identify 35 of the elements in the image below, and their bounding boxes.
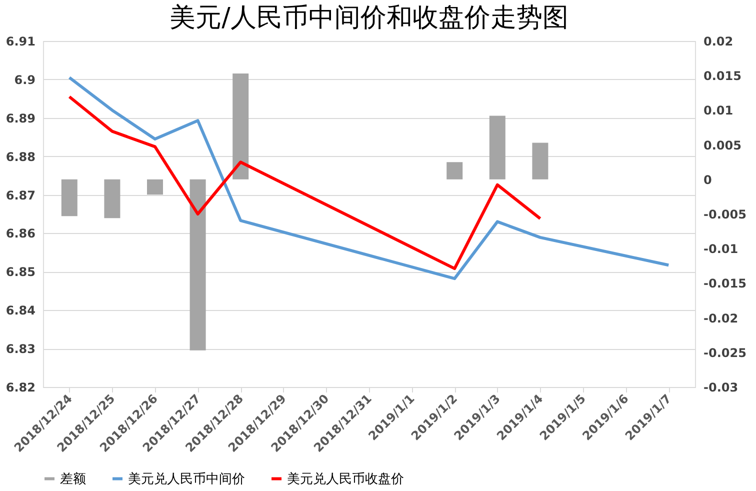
bar [147,179,163,195]
y-tick-label: 6.9 [14,72,36,87]
chart-title: 美元/人民币中间价和收盘价走势图 [170,3,568,33]
y-tick-label: 6.83 [6,342,36,356]
bar [104,179,120,218]
legend-label: 美元兑人民币中间价 [128,470,245,487]
line-series [68,95,542,270]
legend-label: 差额 [60,472,86,487]
y2-tick-label: 0.02 [704,34,734,48]
y2-tick-label: -0.005 [704,208,746,222]
bar [532,142,548,180]
y2-tick-label: 0 [704,172,712,187]
bar [61,179,78,216]
y-tick-label: 6.91 [6,34,36,48]
y2-tick-label: -0.025 [704,346,746,360]
y2-tick-label: 0.01 [704,104,734,118]
y-tick-label: 6.88 [6,150,36,164]
bar [446,162,463,180]
y-tick-label: 6.85 [6,265,36,280]
y-tick-label: 6.84 [6,304,36,318]
y-tick-label: 6.89 [6,111,36,126]
line-series [68,76,670,280]
y2-tick-label: -0.02 [704,311,738,326]
legend-label: 美元兑人民币收盘价 [287,470,404,487]
bar [190,179,206,350]
y2-tick-label: -0.015 [704,276,746,291]
y-tick-label: 6.86 [6,226,36,241]
y2-tick-label: 0.005 [704,138,742,152]
y-tick-label: 6.82 [6,380,36,394]
y2-tick-label: -0.01 [704,242,738,256]
bar [489,116,506,180]
bar [232,74,249,180]
y2-tick-label: 0.015 [704,69,742,84]
y2-tick-label: -0.03 [704,380,738,394]
y-tick-label: 6.87 [6,188,36,202]
